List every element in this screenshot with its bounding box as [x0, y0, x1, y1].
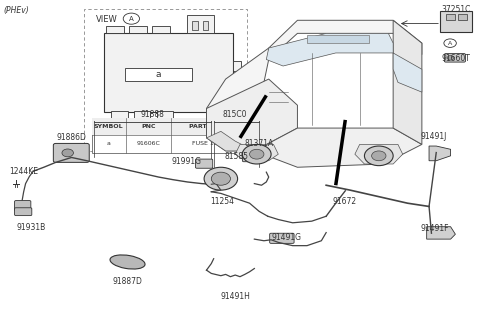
Text: A: A	[129, 16, 134, 22]
Bar	[129, 26, 147, 33]
FancyBboxPatch shape	[242, 152, 264, 162]
Bar	[111, 111, 128, 118]
Circle shape	[211, 172, 230, 185]
Bar	[134, 111, 151, 118]
Text: PNC: PNC	[141, 124, 156, 129]
Text: PART NAME: PART NAME	[189, 124, 229, 129]
Circle shape	[242, 144, 271, 164]
Bar	[187, 15, 214, 33]
Bar	[233, 61, 241, 71]
Text: (PHEv): (PHEv)	[3, 6, 29, 14]
FancyBboxPatch shape	[53, 143, 89, 162]
Bar	[307, 35, 369, 43]
Bar	[92, 118, 247, 153]
FancyBboxPatch shape	[270, 233, 294, 243]
Text: 11254: 11254	[210, 197, 234, 206]
Polygon shape	[206, 79, 298, 151]
Ellipse shape	[110, 255, 145, 269]
Bar	[125, 68, 192, 81]
Text: VIEW: VIEW	[96, 15, 118, 24]
Circle shape	[447, 55, 454, 60]
Text: 1244KE: 1244KE	[9, 167, 38, 176]
Text: 91672: 91672	[332, 197, 356, 206]
Polygon shape	[206, 48, 269, 138]
Bar	[157, 111, 173, 118]
Bar	[203, 21, 208, 30]
Text: 91491J: 91491J	[421, 132, 447, 141]
Text: A: A	[448, 41, 452, 46]
FancyBboxPatch shape	[14, 201, 31, 211]
Polygon shape	[427, 227, 456, 239]
Text: 91886D: 91886D	[57, 133, 86, 142]
Bar	[84, 9, 247, 151]
Text: 91491F: 91491F	[421, 224, 449, 234]
FancyBboxPatch shape	[14, 208, 32, 215]
Polygon shape	[266, 33, 393, 66]
Text: a: a	[107, 141, 111, 147]
Polygon shape	[269, 20, 422, 59]
Circle shape	[204, 167, 238, 190]
Circle shape	[364, 146, 393, 166]
Text: 91660T: 91660T	[442, 53, 470, 63]
Bar	[104, 33, 233, 112]
Bar	[106, 26, 124, 33]
Polygon shape	[206, 131, 254, 151]
Text: 81585: 81585	[225, 153, 249, 161]
Bar	[446, 14, 456, 20]
Text: 91606C: 91606C	[136, 141, 160, 147]
Circle shape	[372, 151, 386, 161]
FancyBboxPatch shape	[195, 159, 213, 168]
FancyBboxPatch shape	[444, 53, 466, 62]
Polygon shape	[429, 146, 451, 161]
Polygon shape	[235, 144, 278, 161]
Bar	[92, 118, 247, 135]
Text: 37251C: 37251C	[441, 5, 470, 14]
Bar	[458, 14, 467, 20]
Circle shape	[62, 149, 73, 157]
Text: FUSE 150A: FUSE 150A	[192, 141, 226, 147]
Polygon shape	[393, 20, 422, 144]
Text: 815C0: 815C0	[223, 110, 248, 119]
Text: 91888: 91888	[141, 110, 165, 119]
Text: 91931B: 91931B	[16, 223, 45, 232]
Polygon shape	[355, 144, 403, 164]
Text: 81371A: 81371A	[245, 139, 274, 148]
Text: 91991G: 91991G	[171, 157, 202, 166]
Bar	[152, 26, 170, 33]
Circle shape	[250, 149, 264, 159]
Text: 91887D: 91887D	[113, 277, 143, 286]
Polygon shape	[393, 53, 422, 92]
Text: a: a	[156, 70, 161, 79]
Bar	[233, 79, 241, 89]
FancyBboxPatch shape	[440, 11, 472, 32]
Bar	[192, 21, 198, 30]
Text: 91491H: 91491H	[220, 292, 250, 301]
Polygon shape	[254, 128, 422, 167]
Text: SYMBOL: SYMBOL	[94, 124, 123, 129]
Text: 91491G: 91491G	[272, 233, 302, 242]
